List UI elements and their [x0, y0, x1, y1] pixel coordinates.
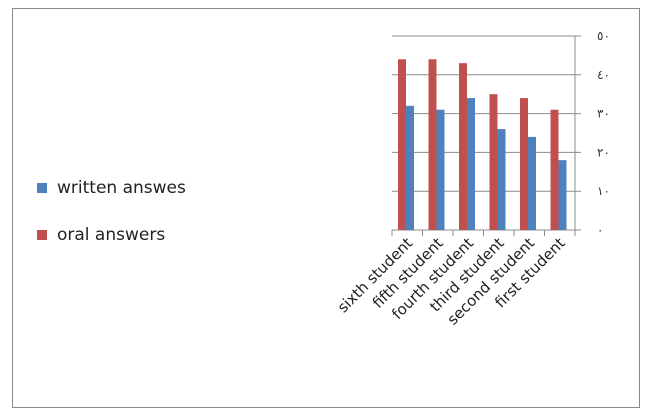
bar-oral: [520, 98, 528, 230]
y-tick-label: ٤٠: [597, 68, 610, 82]
y-tick-label: ٢٠: [597, 145, 610, 159]
bar-written: [406, 105, 414, 230]
bar-written: [558, 160, 567, 230]
y-tick-label: ١٠: [597, 184, 610, 198]
y-tick-label: ٥٠: [597, 29, 610, 43]
bar-oral: [428, 59, 437, 230]
legend-item-written: written answes: [37, 175, 186, 200]
legend-label-oral: oral answers: [57, 224, 166, 245]
y-tick-label: ٣٠: [597, 107, 610, 121]
bar-written: [528, 136, 536, 230]
legend-swatch-written: [37, 182, 47, 193]
bar-written: [467, 98, 475, 230]
bar-oral: [550, 109, 559, 230]
legend-label-written: written answes: [57, 177, 186, 198]
bar-oral: [489, 94, 498, 230]
y-tick-label: ٠: [597, 223, 603, 237]
bar-oral: [398, 59, 406, 230]
legend-item-oral: oral answers: [37, 222, 186, 247]
legend-swatch-oral: [37, 229, 47, 240]
bar-written: [497, 129, 506, 230]
bar-written: [436, 109, 445, 230]
bar-oral: [459, 63, 467, 230]
legend: written answes oral answers: [37, 175, 186, 269]
